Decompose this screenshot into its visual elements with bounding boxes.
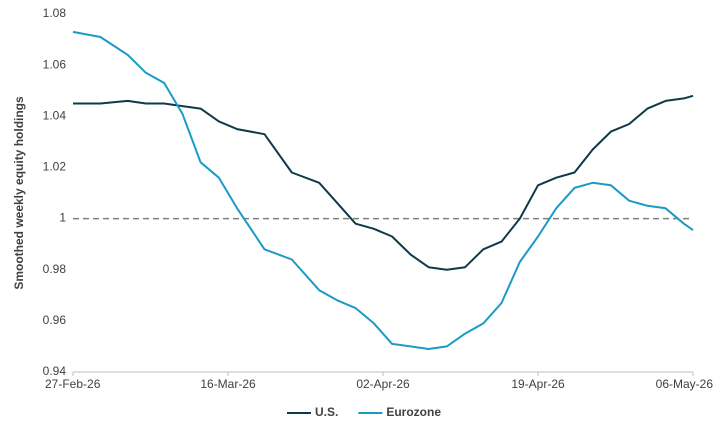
y-tick-label: 1 [59,211,66,225]
y-tick-label: 1.08 [43,6,67,20]
y-tick-label: 0.98 [43,262,67,276]
x-tick-label: 27-Feb-26 [45,377,101,391]
x-tick-label: 16-Mar-26 [200,377,256,391]
y-tick-label: 1.02 [43,160,67,174]
x-tick-label: 02-Apr-26 [356,377,410,391]
y-tick-label: 1.04 [43,108,67,122]
line-series [72,30,694,350]
y-tick-label: 0.96 [43,313,67,327]
legend-label: Eurozone [386,405,441,419]
x-tick-label: 06-May-26 [656,377,714,391]
x-tick-label: 19-Apr-26 [511,377,565,391]
legend-label: U.S. [315,405,338,419]
y-tick-label: 1.06 [43,57,67,71]
y-axis-label: Smoothed weekly equity holdings [12,96,26,290]
line-series [73,94,694,271]
y-tick-label: 0.94 [43,364,67,378]
